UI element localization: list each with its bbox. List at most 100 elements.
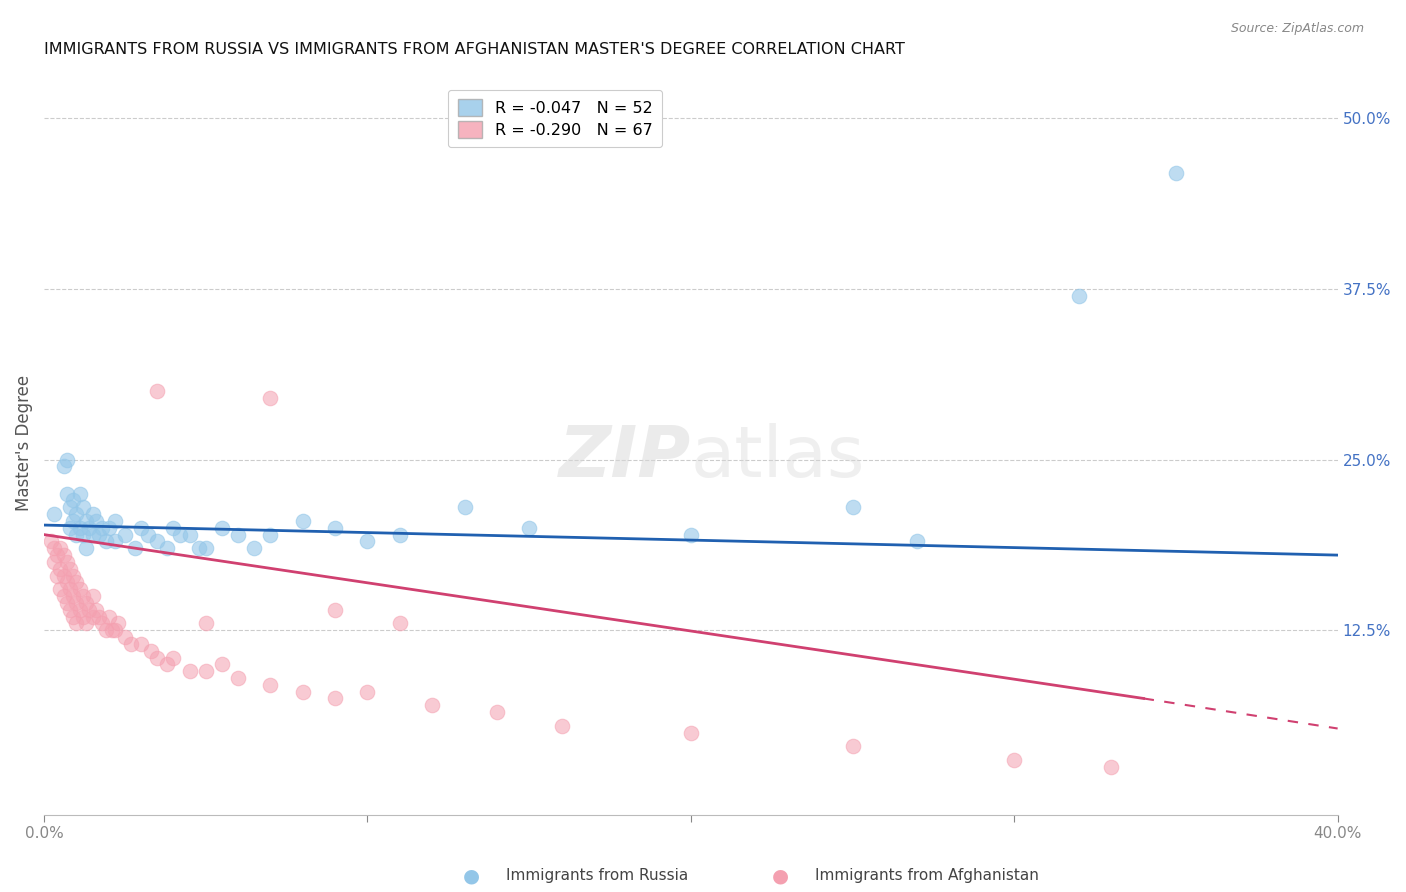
Immigrants from Afghanistan	[146, 650, 169, 665]
Immigrants from Afghanistan	[156, 657, 179, 672]
Immigrants from Afghanistan	[42, 541, 65, 556]
Immigrants from Russia	[188, 541, 211, 556]
Immigrants from Afghanistan	[75, 616, 97, 631]
Immigrants from Russia	[146, 534, 169, 549]
Immigrants from Afghanistan	[42, 555, 65, 569]
Immigrants from Russia	[82, 527, 104, 541]
Immigrants from Afghanistan	[91, 616, 114, 631]
Immigrants from Russia	[841, 500, 863, 515]
Immigrants from Afghanistan	[146, 384, 169, 399]
Immigrants from Russia	[59, 500, 82, 515]
Immigrants from Russia	[59, 521, 82, 535]
Immigrants from Russia	[124, 541, 146, 556]
Immigrants from Afghanistan	[114, 630, 136, 644]
Immigrants from Russia	[679, 527, 702, 541]
Text: atlas: atlas	[690, 423, 865, 491]
Immigrants from Afghanistan	[1002, 753, 1025, 767]
Immigrants from Afghanistan	[65, 596, 87, 610]
Immigrants from Afghanistan	[52, 568, 75, 582]
Legend: R = -0.047   N = 52, R = -0.290   N = 67: R = -0.047 N = 52, R = -0.290 N = 67	[449, 89, 662, 147]
Immigrants from Afghanistan	[101, 624, 124, 638]
Immigrants from Afghanistan	[62, 589, 84, 603]
Immigrants from Afghanistan	[59, 603, 82, 617]
Immigrants from Russia	[94, 534, 117, 549]
Immigrants from Afghanistan	[162, 650, 184, 665]
Immigrants from Russia	[104, 514, 127, 528]
Immigrants from Afghanistan	[97, 609, 120, 624]
Immigrants from Afghanistan	[179, 664, 201, 678]
Immigrants from Russia	[388, 527, 411, 541]
Immigrants from Afghanistan	[139, 643, 162, 657]
Immigrants from Afghanistan	[62, 609, 84, 624]
Immigrants from Afghanistan	[87, 609, 110, 624]
Immigrants from Afghanistan	[55, 555, 77, 569]
Immigrants from Afghanistan	[194, 616, 217, 631]
Immigrants from Afghanistan	[485, 705, 508, 719]
Immigrants from Russia	[259, 527, 281, 541]
Immigrants from Russia	[356, 534, 378, 549]
Immigrants from Russia	[211, 521, 233, 535]
Immigrants from Russia	[156, 541, 179, 556]
Immigrants from Russia	[243, 541, 266, 556]
Immigrants from Afghanistan	[291, 684, 314, 698]
Immigrants from Afghanistan	[388, 616, 411, 631]
Immigrants from Afghanistan	[1099, 760, 1122, 774]
Text: ●: ●	[772, 866, 789, 886]
Immigrants from Afghanistan	[79, 603, 101, 617]
Immigrants from Afghanistan	[356, 684, 378, 698]
Immigrants from Afghanistan	[82, 589, 104, 603]
Immigrants from Afghanistan	[84, 603, 107, 617]
Immigrants from Afghanistan	[82, 609, 104, 624]
Immigrants from Russia	[42, 507, 65, 521]
Immigrants from Russia	[62, 514, 84, 528]
Immigrants from Russia	[52, 459, 75, 474]
Immigrants from Russia	[179, 527, 201, 541]
Immigrants from Afghanistan	[226, 671, 249, 685]
Immigrants from Russia	[323, 521, 346, 535]
Immigrants from Russia	[75, 514, 97, 528]
Immigrants from Russia	[104, 534, 127, 549]
Text: ●: ●	[463, 866, 479, 886]
Immigrants from Afghanistan	[120, 637, 142, 651]
Immigrants from Afghanistan	[69, 603, 91, 617]
Immigrants from Russia	[136, 527, 159, 541]
Immigrants from Russia	[65, 507, 87, 521]
Immigrants from Afghanistan	[59, 562, 82, 576]
Immigrants from Afghanistan	[46, 568, 69, 582]
Immigrants from Afghanistan	[39, 534, 62, 549]
Immigrants from Russia	[91, 521, 114, 535]
Immigrants from Russia	[114, 527, 136, 541]
Immigrants from Afghanistan	[107, 616, 129, 631]
Immigrants from Afghanistan	[194, 664, 217, 678]
Immigrants from Afghanistan	[55, 575, 77, 590]
Immigrants from Afghanistan	[72, 609, 94, 624]
Immigrants from Afghanistan	[49, 541, 72, 556]
Immigrants from Afghanistan	[49, 582, 72, 597]
Immigrants from Afghanistan	[65, 616, 87, 631]
Immigrants from Russia	[62, 493, 84, 508]
Immigrants from Afghanistan	[75, 596, 97, 610]
Immigrants from Russia	[69, 521, 91, 535]
Immigrants from Afghanistan	[259, 678, 281, 692]
Immigrants from Russia	[87, 527, 110, 541]
Immigrants from Afghanistan	[211, 657, 233, 672]
Immigrants from Russia	[55, 452, 77, 467]
Immigrants from Russia	[55, 486, 77, 500]
Immigrants from Russia	[79, 521, 101, 535]
Immigrants from Afghanistan	[52, 548, 75, 562]
Immigrants from Afghanistan	[94, 624, 117, 638]
Immigrants from Russia	[65, 527, 87, 541]
Immigrants from Afghanistan	[62, 568, 84, 582]
Immigrants from Afghanistan	[104, 624, 127, 638]
Text: IMMIGRANTS FROM RUSSIA VS IMMIGRANTS FROM AFGHANISTAN MASTER'S DEGREE CORRELATIO: IMMIGRANTS FROM RUSSIA VS IMMIGRANTS FRO…	[44, 42, 905, 57]
Immigrants from Russia	[291, 514, 314, 528]
Immigrants from Afghanistan	[55, 596, 77, 610]
Immigrants from Afghanistan	[679, 725, 702, 739]
Immigrants from Russia	[75, 541, 97, 556]
Immigrants from Russia	[84, 514, 107, 528]
Immigrants from Russia	[905, 534, 928, 549]
Immigrants from Afghanistan	[49, 562, 72, 576]
Immigrants from Russia	[72, 500, 94, 515]
Immigrants from Afghanistan	[59, 582, 82, 597]
Immigrants from Afghanistan	[72, 589, 94, 603]
